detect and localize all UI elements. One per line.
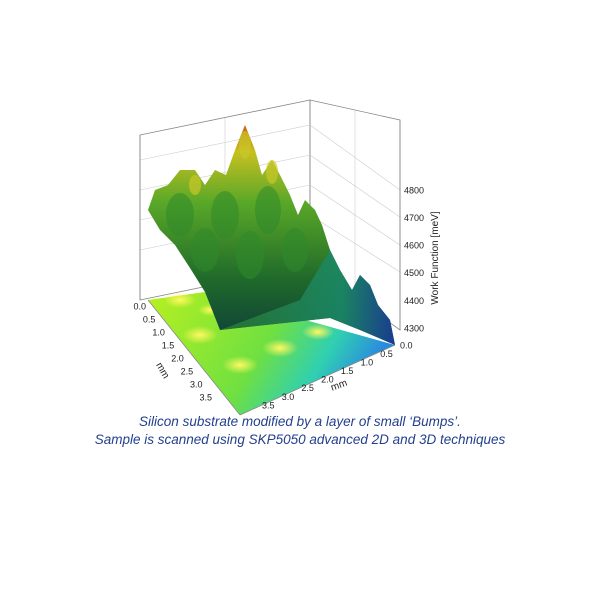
caption-line: Sample is scanned using SKP5050 advanced… (95, 432, 506, 447)
y-tick-label: 2.0 (171, 353, 184, 363)
y-tick-label: 3.0 (190, 379, 203, 389)
z-tick-label: 4500 (404, 268, 424, 278)
y-tick-label: 3.5 (199, 392, 212, 402)
y-tick-label: 2.5 (181, 366, 194, 376)
z-tick-label: 4600 (404, 241, 424, 251)
y-axis-label: mm (153, 361, 171, 381)
x-tick-label: 3.5 (262, 400, 275, 410)
x-tick-label: 0.5 (380, 349, 393, 359)
axes-frame (139, 120, 401, 416)
y-tick-label: 1.0 (152, 327, 165, 337)
x-tick-label: 1.0 (361, 358, 374, 368)
caption-line: Silicon substrate modified by a layer of… (139, 414, 461, 429)
z-axis-label: Work Function [meV] (430, 211, 441, 304)
x-axis-label: mm (329, 378, 348, 394)
z-tick-label: 4300 (404, 323, 424, 333)
tick-labels: 4300 4400 4500 4600 4700 4800 0.0 0.5 1.0 1.5 2.0 2… (133, 185, 424, 410)
z-tick-label: 4400 (404, 296, 424, 306)
z-tick-label: 4800 (404, 185, 424, 195)
surface (148, 125, 395, 345)
x-tick-label: 2.5 (301, 383, 314, 393)
y-tick-label: 1.5 (162, 340, 175, 350)
x-tick-label: 3.0 (282, 392, 295, 402)
y-tick-label: 0.0 (133, 301, 146, 311)
x-tick-label: 2.0 (321, 375, 334, 385)
x-tick-label: 0.0 (400, 340, 413, 350)
y-tick-label: 0.5 (143, 314, 156, 324)
x-tick-label: 1.5 (341, 366, 354, 376)
z-tick-label: 4700 (404, 213, 424, 223)
